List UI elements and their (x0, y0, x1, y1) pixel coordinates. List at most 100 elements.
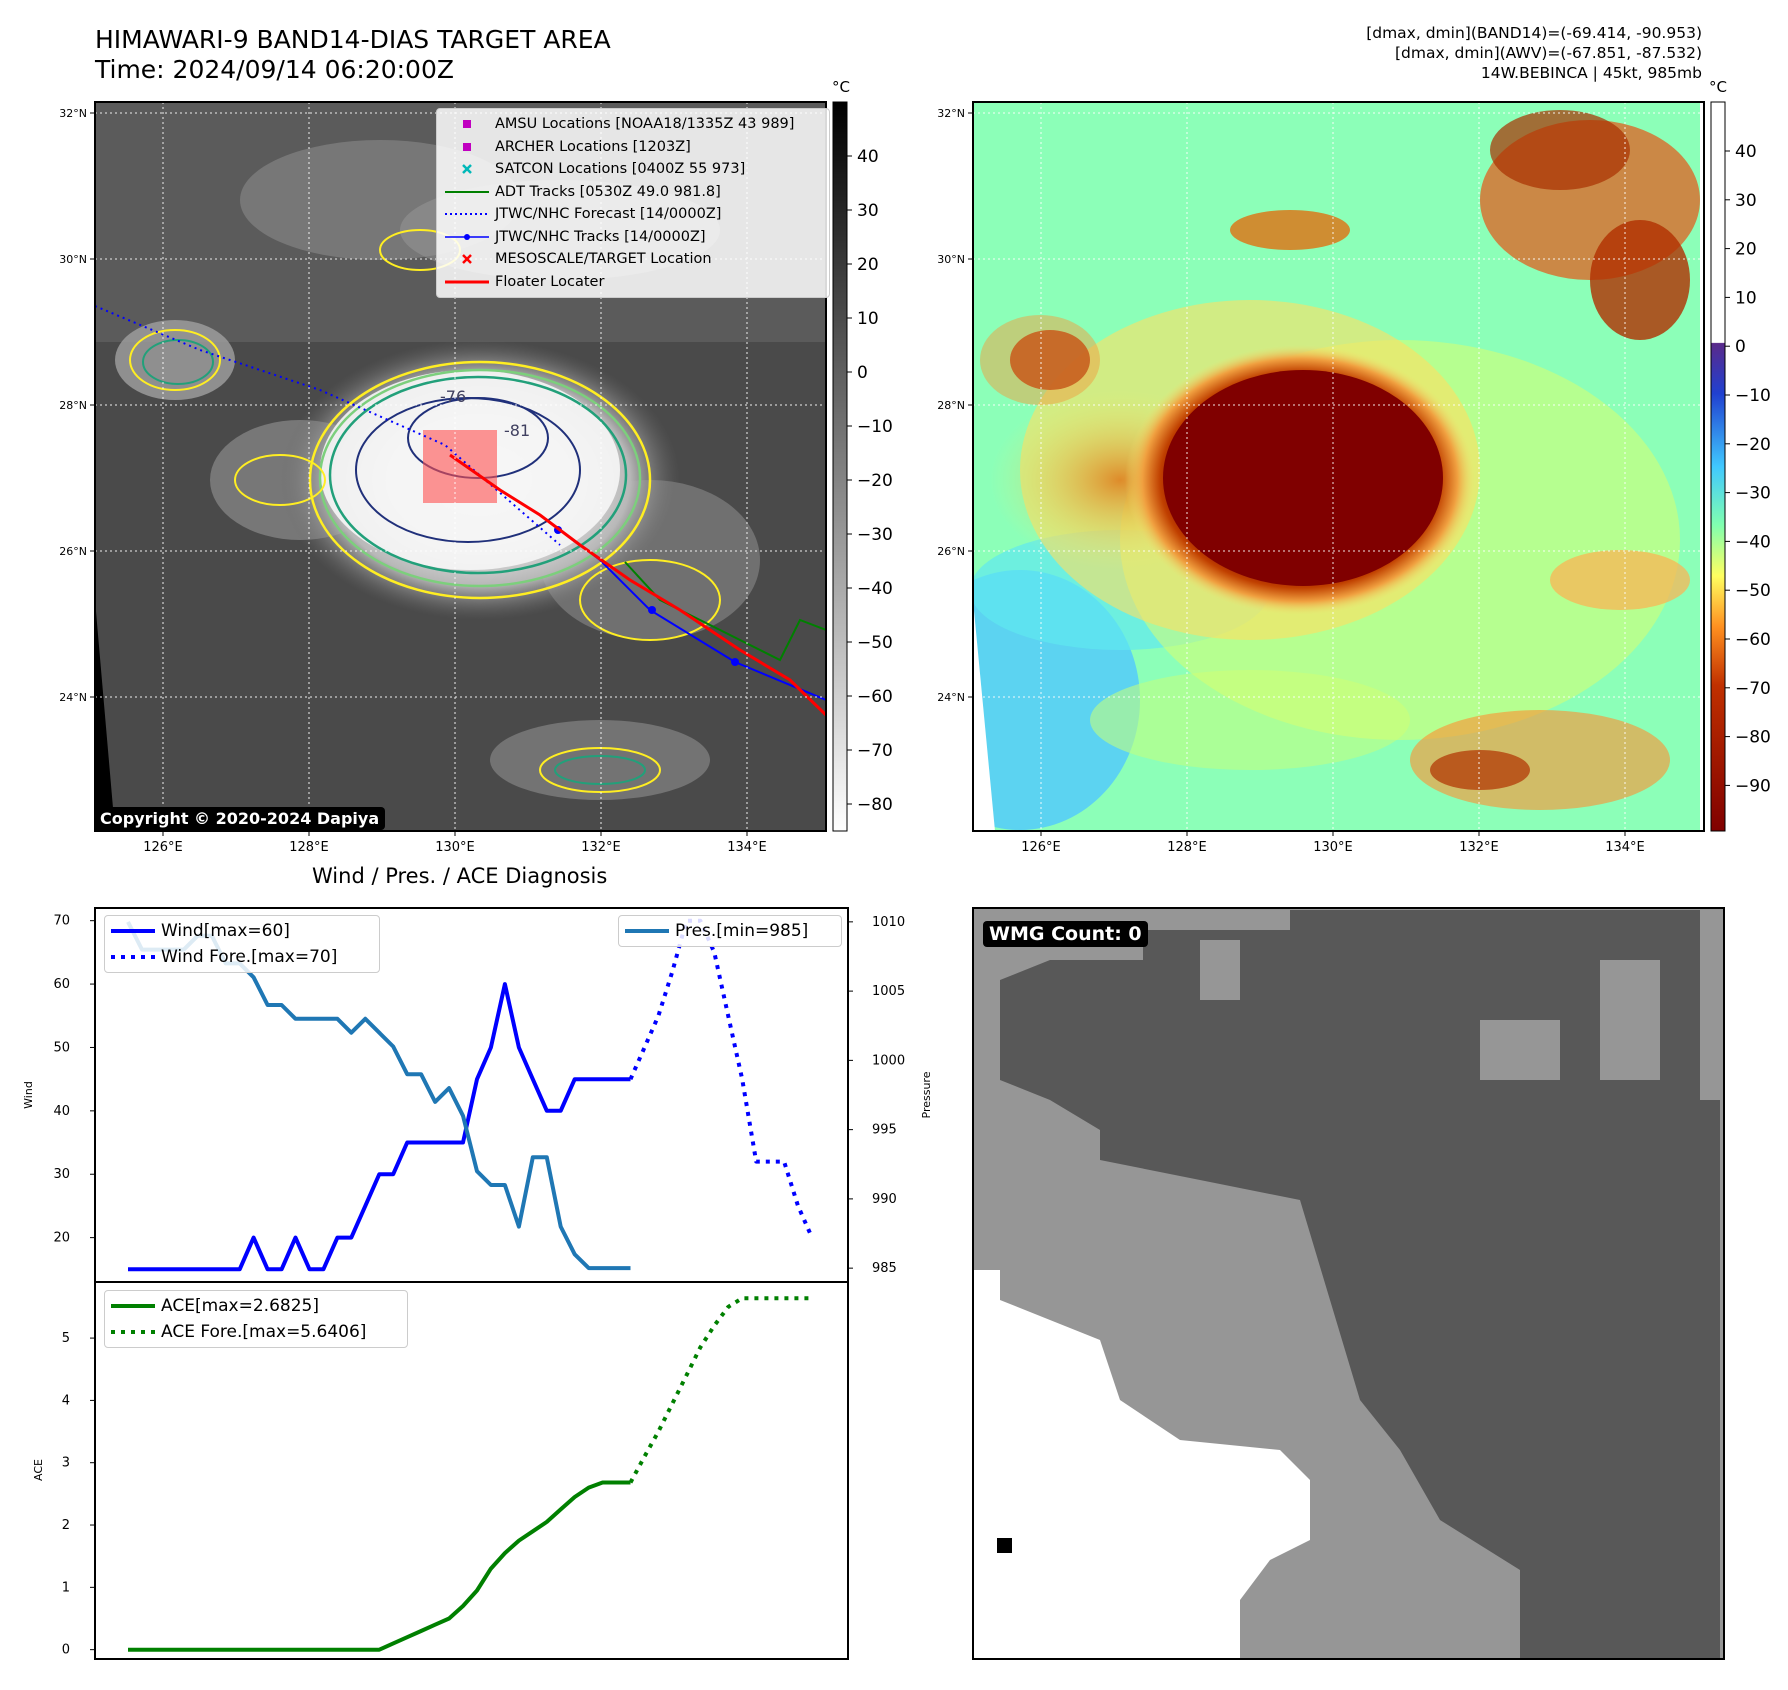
ir-legend-item: SATCON Locations [0400Z 55 973] (445, 158, 821, 181)
colorbar-tick-label: 10 (857, 309, 879, 329)
legend-pressure-label: Pres.[min=985] (675, 921, 809, 941)
colorbar-tick-label: 0 (857, 363, 868, 383)
colorbar-tick-label: 30 (1735, 191, 1757, 211)
lon-tick-label: 134°E (727, 840, 767, 855)
ir-colorbar (832, 101, 848, 832)
lon-tick-label: 132°E (1459, 840, 1499, 855)
colorbar-tick-label: 30 (857, 201, 879, 221)
lon-tick-label: 128°E (1167, 840, 1207, 855)
wind-ytick-label: 70 (53, 914, 70, 929)
ir-legend-item: Floater Locater (445, 271, 821, 294)
lat-tick-label: 32°N (937, 107, 965, 120)
legend-ace-forecast-label: ACE Fore.[max=5.6406] (161, 1322, 367, 1342)
lat-tick-label: 32°N (59, 107, 87, 120)
legend-label: ARCHER Locations [1203Z] (495, 138, 691, 155)
legend-pressure: Pres.[min=985] (625, 918, 835, 944)
wmg-imagery (973, 908, 1724, 1659)
wind-ytick-label: 60 (53, 977, 70, 992)
legend-symbol (445, 186, 489, 198)
pressure-ytick-label: 1010 (872, 915, 905, 930)
colorbar-tick-label: 40 (857, 147, 879, 167)
wind-forecast-line (628, 918, 814, 1239)
colorbar-tick-label: 20 (857, 255, 879, 275)
colorbar-tick-label: 20 (1735, 240, 1757, 260)
ace-ytick-label: 2 (62, 1518, 70, 1533)
storm-info: 14W.BEBINCA | 45kt, 985mb (1480, 64, 1702, 82)
copyright-badge: Copyright © 2020-2024 Dapiya (94, 807, 386, 830)
wind-ytick-label: 50 (53, 1040, 70, 1055)
colorbar-tick-label: −30 (1735, 484, 1771, 504)
ir-lat-ticks: 32°N 30°N 28°N 26°N 24°N (59, 107, 95, 704)
pressure-ytick-label: 995 (872, 1123, 897, 1138)
colorbar-tick-label: −80 (1735, 728, 1771, 748)
wind-ylabel: Wind (22, 1081, 35, 1109)
awv-colorbar-unit: °C (1709, 78, 1727, 96)
lat-tick-label: 30°N (59, 253, 87, 266)
lon-tick-label: 132°E (581, 840, 621, 855)
awv-lat-ticks: 32°N 30°N 28°N 26°N 24°N (937, 107, 973, 704)
legend-wind-forecast: Wind Fore.[max=70] (111, 944, 373, 970)
colorbar-tick-label: 40 (1735, 142, 1757, 162)
lon-tick-label: 126°E (143, 840, 183, 855)
colorbar-tick-label: 0 (1735, 337, 1746, 357)
ir-colorbar-ticks: 40 30 20 10 0 −10 −20 −30 −40 −50 −60 −70 −80 (847, 147, 893, 815)
colorbar-tick-label: −60 (1735, 630, 1771, 650)
legend-ace-forecast: ACE Fore.[max=5.6406] (111, 1319, 401, 1345)
lon-tick-label: 130°E (435, 840, 475, 855)
colorbar-tick-label: −70 (857, 741, 893, 761)
lat-tick-label: 28°N (937, 399, 965, 412)
ace-forecast-line (628, 1296, 812, 1484)
pressure-ytick-label: 985 (872, 1261, 897, 1276)
ace-ytick-label: 1 (62, 1580, 70, 1595)
legend-wind: Wind[max=60] (111, 918, 373, 944)
legend-ace: ACE[max=2.6825] (111, 1293, 401, 1319)
lon-tick-label: 126°E (1021, 840, 1061, 855)
legend-label: AMSU Locations [NOAA18/1335Z 43 989] (495, 116, 795, 133)
colorbar-tick-label: −40 (857, 579, 893, 599)
lon-tick-label: 134°E (1605, 840, 1645, 855)
wind-ytick-label: 20 (53, 1231, 70, 1246)
wind-series-line (128, 982, 631, 1272)
wind-chart: 20 30 40 50 60 70 (53, 914, 814, 1272)
legend-label: MESOSCALE/TARGET Location (495, 251, 712, 268)
ir-lon-ticks: 126°E 128°E 130°E 132°E 134°E (143, 831, 767, 855)
colorbar-tick-label: −10 (857, 417, 893, 437)
awv-range: [dmax, dmin](AWV)=(-67.851, -87.532) (1395, 44, 1702, 62)
legend-label: JTWC/NHC Tracks [14/0000Z] (495, 228, 706, 245)
wind-legend: Wind[max=60] Wind Fore.[max=70] (104, 915, 380, 973)
ace-axes (94, 1281, 849, 1660)
lat-tick-label: 24°N (937, 691, 965, 704)
legend-label: SATCON Locations [0400Z 55 973] (495, 161, 746, 178)
contour-label-76: -76 (440, 387, 466, 406)
legend-wind-label: Wind[max=60] (161, 921, 290, 941)
legend-symbol (445, 231, 489, 243)
ir-legend-item: AMSU Locations [NOAA18/1335Z 43 989] (445, 113, 821, 136)
wmg-count-badge: WMG Count: 0 (983, 921, 1148, 947)
lat-tick-label: 24°N (59, 691, 87, 704)
legend-symbol (445, 141, 489, 153)
ace-ytick-label: 3 (62, 1456, 70, 1471)
colorbar-tick-label: −30 (857, 525, 893, 545)
figure-time: Time: 2024/09/14 06:20:00Z (95, 55, 454, 84)
contour-label-81: -81 (504, 421, 530, 440)
wind-ytick-label: 30 (53, 1167, 70, 1182)
colorbar-tick-label: −80 (857, 795, 893, 815)
legend-label: ADT Tracks [0530Z 49.0 981.8] (495, 183, 721, 200)
ace-ytick-label: 4 (62, 1393, 70, 1408)
awv-colorbar-ticks: 40 30 20 10 0 −10 −20 −30 −40 −50 −60 −70 −80 −90 (1725, 142, 1771, 796)
diagnosis-title: Wind / Pres. / ACE Diagnosis (312, 864, 608, 888)
pressure-series-line (126, 920, 631, 1271)
ace-chart: 0 1 2 3 4 5 (62, 1296, 812, 1658)
ir-colorbar-unit: °C (832, 78, 850, 96)
ir-legend-item: ADT Tracks [0530Z 49.0 981.8] (445, 181, 821, 204)
colorbar-tick-label: −10 (1735, 386, 1771, 406)
colorbar-tick-label: −90 (1735, 776, 1771, 796)
pressure-ytick-label: 1005 (872, 984, 905, 999)
lat-tick-label: 28°N (59, 399, 87, 412)
awv-colorbar (1710, 101, 1726, 832)
colorbar-tick-label: −60 (857, 687, 893, 707)
colorbar-tick-label: −40 (1735, 532, 1771, 552)
ace-ytick-label: 5 (62, 1331, 70, 1346)
ir-legend-item: ARCHER Locations [1203Z] (445, 136, 821, 159)
pressure-ytick-label: 990 (872, 1192, 897, 1207)
